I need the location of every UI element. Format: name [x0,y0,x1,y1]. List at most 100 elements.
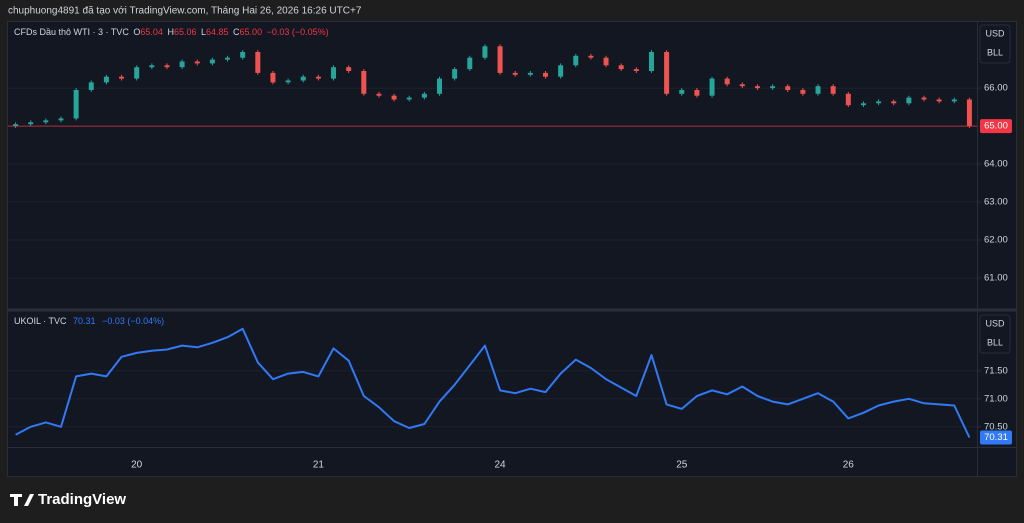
y-tick-label: 63.00 [984,197,1008,208]
candle-body [149,65,155,68]
currency-label: USD [985,318,1005,328]
x-tick-label: 24 [495,460,507,471]
y-tick-label: 62.00 [984,235,1008,246]
legend-key: L [201,27,206,37]
x-tick-label: 26 [843,460,855,471]
legend-wti: CFDs Dầu thô WTI · 3 · TVC O65.04 H65.06… [14,27,329,37]
legend-value: 70.31 [73,316,96,326]
candle-body [739,84,745,87]
panes: 61.00 62.00 63.00 64.00 65.00 66.00 65.00 USD BL… [8,24,1012,471]
currency-box [979,314,1011,354]
candle-body [573,55,579,66]
y-tick-label: 66.00 [984,83,1008,94]
legend-value: 65.04 [140,27,163,37]
legend-title: UKOIL · TVC [14,316,67,326]
candle-body [527,72,533,75]
candle-body [709,78,715,96]
candle-body [785,86,791,90]
candle-body [724,78,730,85]
legend-change: −0.03 (−0.05%) [267,27,329,37]
candle-body [467,57,473,70]
x-tick-label: 21 [313,460,325,471]
legend-value: 65.00 [240,27,263,37]
candle-body [936,99,942,102]
legend-key: C [233,27,240,37]
candle-body [164,65,170,68]
candle-body [421,93,427,98]
candle-body [845,93,851,106]
candle-body [119,76,125,79]
last-price-label: 65.00 [984,121,1008,132]
candle-body [240,52,246,58]
candle-body [361,70,367,94]
candle-body [815,86,821,94]
pane: 61.00 62.00 63.00 64.00 65.00 66.00 65.00 USD BL… [8,24,1012,284]
candle-body [770,86,776,89]
candle-body [876,101,882,104]
candle-body [512,72,518,75]
candle-body [860,103,866,106]
candle-body [603,57,609,66]
chart-frame [7,21,1017,477]
candle-body [179,61,185,68]
legend-key: O [133,27,140,37]
candle-body [315,76,321,79]
unit-label: BLL [987,337,1003,347]
candle-body [194,61,200,64]
legend-value: 65.06 [174,27,197,37]
legend-change: −0.03 (−0.04%) [102,316,164,326]
candle-body [482,46,488,58]
y-tick-label: 64.00 [984,159,1008,170]
candle-body [588,55,594,58]
candle-body [452,69,458,79]
candle-body [542,72,548,77]
candle-body [88,82,94,90]
candle-body [830,86,836,94]
candle-body [618,65,624,70]
candle-body [103,76,109,83]
x-tick-label: 20 [131,460,143,471]
candle-body [13,124,19,127]
y-tick-label: 61.00 [984,273,1008,284]
header-text: chuphuong4891 đã tạo với TradingView.com… [8,6,362,17]
candle-body [921,97,927,100]
x-tick-label: 25 [676,460,688,471]
legend-title: CFDs Dầu thô WTI · 3 · TVC [14,27,129,37]
candle-body [800,89,806,94]
unit-label: BLL [987,47,1003,57]
candle-body [225,57,231,60]
candle-body [73,89,79,119]
legend-key: H [167,27,174,37]
y-tick-label: 71.00 [984,393,1008,404]
candle-body [497,46,503,73]
candle-body [951,99,957,102]
candle-body [633,69,639,71]
candle-body [376,93,382,96]
candle-body [331,67,337,79]
candle-body [648,52,654,71]
currency-label: USD [985,28,1005,38]
candle-body [694,89,700,96]
y-tick-label: 71.50 [984,365,1008,376]
candle-body [406,97,412,100]
pane: 70.50 71.00 71.50 70.31 USD BLL 20 21 24 25 26 [8,314,1012,471]
logo-icon [10,494,34,506]
candle-body [437,78,443,94]
last-price-box [980,430,1012,445]
y-tick-label: 70.50 [984,421,1008,432]
candle-body [300,76,306,81]
price-line [15,327,971,438]
candle-body [270,72,276,83]
brand-logo: TradingView [10,491,126,508]
candle-body [134,67,140,79]
candle-body [285,80,291,83]
candle-body [891,101,897,104]
last-price-box [980,119,1012,134]
candle-body [664,52,670,94]
candle-body [58,118,64,121]
legend-ukoil: UKOIL · TVC 70.31 −0.03 (−0.04%) [14,316,164,326]
last-price-label: 70.31 [984,432,1008,443]
candle-body [754,86,760,89]
candle-body [906,97,912,104]
